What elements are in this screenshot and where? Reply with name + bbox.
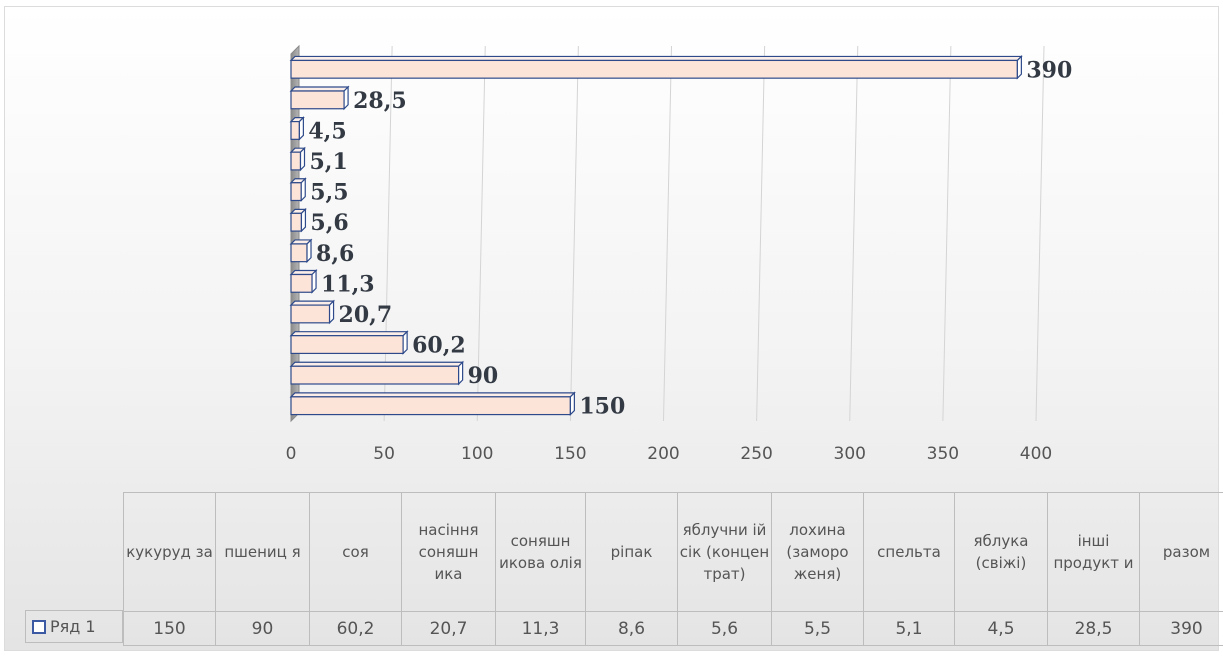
gridline (569, 45, 579, 422)
category-label: пшениц я (215, 492, 310, 612)
legend-key-icon (32, 619, 46, 634)
data-label: 11,3 (321, 271, 375, 297)
bar (289, 146, 306, 172)
x-tick-label: 50 (373, 444, 395, 464)
gridline (383, 45, 393, 422)
x-tick-label: 200 (647, 444, 679, 464)
table-value: 8,6 (585, 611, 678, 646)
data-label: 20,7 (339, 302, 393, 328)
table-value: 150 (123, 611, 216, 646)
legend-cell: Ряд 1 (25, 610, 123, 643)
category-label: разом (1139, 492, 1223, 612)
x-tick-label: 400 (1020, 444, 1052, 464)
table-value: 5,1 (863, 611, 955, 646)
bar (289, 54, 1023, 80)
bar (289, 269, 318, 294)
gridline (1035, 45, 1045, 422)
bar (289, 360, 465, 386)
bar (289, 391, 576, 417)
category-label: яблука (свіжі) (954, 492, 1048, 612)
table-value: 390 (1139, 611, 1223, 646)
category-label: яблучни ій сік (концен трат) (677, 492, 772, 612)
data-label: 5,6 (310, 210, 348, 236)
gridline (849, 45, 859, 422)
bar-plot: 1509060,220,711,38,65,65,55,14,528,5390 … (286, 44, 1072, 464)
data-label: 8,6 (316, 241, 354, 267)
bar (289, 177, 307, 202)
bar (289, 238, 313, 264)
x-tick-label: 250 (740, 444, 772, 464)
category-label: ріпак (585, 492, 678, 612)
data-label: 390 (1026, 57, 1072, 83)
gridline (663, 45, 672, 422)
bar (289, 85, 350, 111)
x-tick-label: 0 (286, 444, 297, 464)
x-tick-label: 350 (927, 444, 959, 464)
table-value: 20,7 (401, 611, 496, 646)
gridline (756, 45, 766, 422)
category-label: кукуруд за (123, 492, 216, 612)
chart-frame: 150 90 60,2 20,7 11,3 8,6 5,6 5,5 5,1 4,5 28,5 390 … (4, 6, 1223, 651)
table-value: 11,3 (495, 611, 586, 646)
table-value: 4,5 (954, 611, 1048, 646)
x-tick-label: 300 (834, 444, 866, 464)
data-label: 90 (468, 363, 499, 389)
category-header-row: кукуруд за пшениц я соя насіння соняшн ика с… (123, 492, 1223, 612)
category-label: насіння соняшн ика (401, 492, 496, 612)
table-value: 90 (215, 611, 310, 646)
x-tick-label: 100 (461, 444, 493, 464)
category-label: спельта (863, 492, 955, 612)
x-tick-label: 150 (554, 444, 586, 464)
bar (289, 299, 336, 325)
data-table: кукуруд за пшениц я соя насіння соняшн ика с… (123, 492, 1223, 646)
bar (289, 207, 307, 233)
series-value-row: 150 90 60,2 20,7 11,3 8,6 5,6 5,5 5,1 4,5 28,5 390 (123, 611, 1223, 646)
category-label: інші продукт и (1047, 492, 1140, 612)
data-label: 4,5 (308, 118, 346, 144)
table-value: 5,5 (771, 611, 864, 646)
gridline (476, 45, 486, 422)
gridline (942, 45, 952, 422)
table-value: 60,2 (309, 611, 402, 646)
category-label: соя (309, 492, 402, 612)
bar (289, 330, 409, 355)
series-name: Ряд 1 (50, 617, 96, 636)
bar (289, 116, 305, 141)
category-label: лохина (заморо женя) (771, 492, 864, 612)
data-label: 150 (579, 394, 625, 420)
data-label: 5,5 (310, 180, 348, 206)
category-label: соняшн икова олія (495, 492, 586, 612)
data-label: 28,5 (353, 88, 407, 114)
data-label: 5,1 (309, 149, 347, 175)
data-label: 60,2 (412, 333, 466, 359)
table-value: 5,6 (677, 611, 772, 646)
table-value: 28,5 (1047, 611, 1140, 646)
